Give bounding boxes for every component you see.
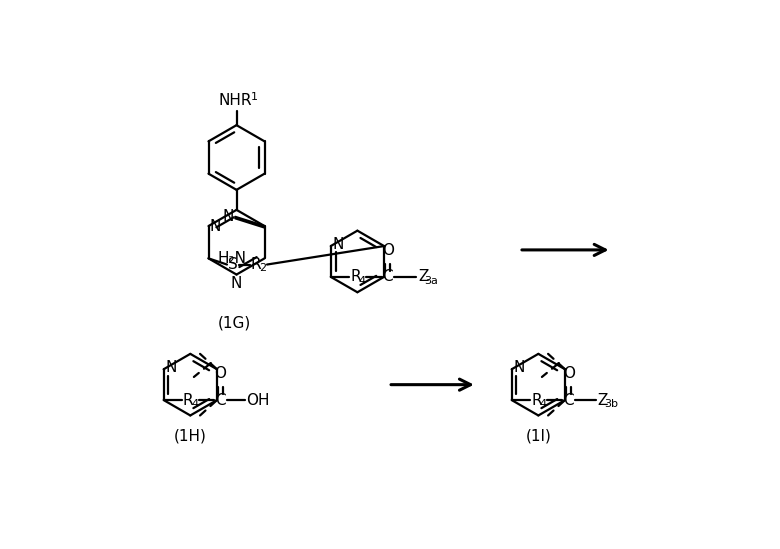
Text: N: N [165,360,177,375]
Text: N: N [231,276,243,292]
Text: Z: Z [418,270,428,284]
Text: NHR: NHR [218,93,252,108]
Text: 3a: 3a [424,276,438,285]
Text: 4: 4 [540,399,547,409]
Text: N: N [514,360,525,375]
Text: 2: 2 [260,264,267,273]
Text: C: C [382,270,393,284]
Text: N: N [222,209,234,225]
Text: N: N [210,219,221,233]
Text: O: O [215,366,227,382]
Text: (1G): (1G) [218,316,251,330]
Text: C: C [215,393,226,407]
Text: N: N [333,237,344,252]
Text: (1I): (1I) [526,429,551,444]
Text: Z: Z [597,393,608,407]
Text: OH: OH [246,393,269,407]
Text: C: C [563,393,574,407]
Text: R: R [183,393,193,407]
Text: H₂N: H₂N [218,251,246,266]
Text: 4: 4 [359,276,366,285]
Text: O: O [562,366,575,382]
Text: 4: 4 [192,399,199,409]
Text: R: R [531,393,541,407]
Text: 3b: 3b [604,399,618,409]
Text: 1: 1 [250,92,257,102]
Text: R: R [350,270,360,284]
Text: R: R [251,257,261,272]
Text: O: O [381,243,394,258]
Text: (1H): (1H) [174,429,207,444]
Text: S: S [229,257,238,272]
